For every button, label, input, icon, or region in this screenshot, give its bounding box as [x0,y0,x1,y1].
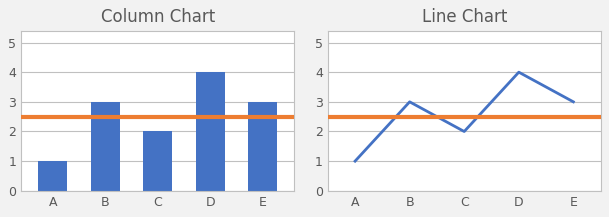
Bar [248,102,277,191]
Bar [143,132,172,191]
Bar [195,72,225,191]
Title: Column Chart: Column Chart [100,8,215,26]
Bar [38,161,67,191]
Bar [91,102,119,191]
Title: Line Chart: Line Chart [421,8,507,26]
